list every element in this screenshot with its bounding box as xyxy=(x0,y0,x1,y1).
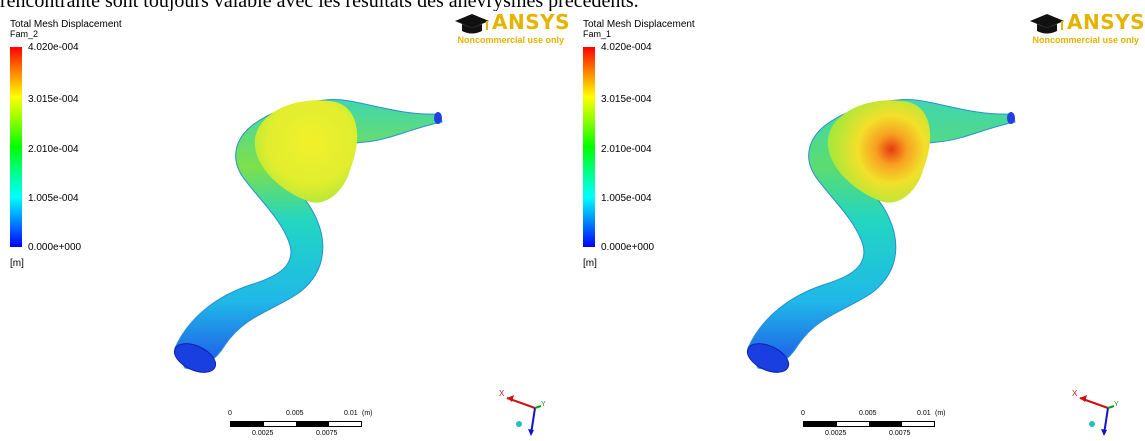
aneurysm-mesh xyxy=(173,98,443,373)
logo-wordmark: ANSYS xyxy=(492,10,571,34)
axis-triad-icon: X Y xyxy=(499,389,546,436)
axis-y-label: Y xyxy=(541,401,546,408)
scale-bar: 0 0.005 0.01 (m) 0.0025 0.0075 xyxy=(801,410,946,440)
scale-bar: 0 0.005 0.01 (m) 0.0025 0.0075 xyxy=(228,410,373,440)
scale-label: 0 xyxy=(228,410,232,417)
ansys-logo: ANSYS Noncommercial use only xyxy=(448,10,570,50)
legend-tick: 1.005e-004 xyxy=(28,193,79,204)
legend-subtitle: Fam_2 xyxy=(10,29,39,39)
legend-unit: [m] xyxy=(10,258,24,269)
legend-tick: 1.005e-004 xyxy=(601,193,652,204)
legend-tick-max: 4.020e-004 xyxy=(28,42,79,53)
scale-label: 0.0075 xyxy=(889,430,911,437)
legend-tick-min: 0.000e+000 xyxy=(601,242,655,253)
scale-bar-graphic xyxy=(803,421,935,427)
logo-wordmark: ANSYS xyxy=(1067,10,1145,34)
scale-label: 0.005 xyxy=(859,410,877,417)
scale-label: 0.0075 xyxy=(316,430,338,437)
scale-label: 0 xyxy=(801,410,805,417)
legend-tick-max: 4.020e-004 xyxy=(601,42,652,53)
axis-y-label: Y xyxy=(1114,401,1119,408)
viewport-fam-2[interactable]: Total Mesh Displacement Fam_2 4.020e-004… xyxy=(0,0,572,441)
viewport-fam-1[interactable]: Total Mesh Displacement Fam_1 4.020e-004… xyxy=(573,0,1145,441)
legend-tick: 2.010e-004 xyxy=(601,144,652,155)
graduation-cap-icon xyxy=(455,14,489,34)
legend-subtitle: Fam_1 xyxy=(583,29,612,39)
noncommercial-note: Noncommercial use only xyxy=(1032,35,1139,45)
legend-title: Total Mesh Displacement xyxy=(10,19,122,30)
axis-triad-icon: X Y xyxy=(1072,389,1119,436)
colorbar xyxy=(583,47,595,247)
legend-tick-min: 0.000e+000 xyxy=(28,242,82,253)
scale-label: 0.005 xyxy=(286,410,304,417)
aneurysm-mesh xyxy=(746,98,1016,373)
legend-title: Total Mesh Displacement xyxy=(583,19,695,30)
legend-tick: 2.010e-004 xyxy=(28,144,79,155)
scale-bar-graphic xyxy=(230,421,362,427)
legend-unit: [m] xyxy=(583,258,597,269)
scale-label: 0.01 xyxy=(344,410,358,417)
scale-label: 0.0025 xyxy=(252,430,274,437)
noncommercial-note: Noncommercial use only xyxy=(457,35,564,45)
ansys-logo: ANSYS Noncommercial use only xyxy=(1023,10,1145,50)
legend-tick: 3.015e-004 xyxy=(601,94,652,105)
legend-tick: 3.015e-004 xyxy=(28,94,79,105)
scale-unit: (m) xyxy=(362,410,373,417)
scale-label: 0.01 xyxy=(917,410,931,417)
colorbar xyxy=(10,47,22,247)
graduation-cap-icon xyxy=(1030,14,1064,34)
scale-unit: (m) xyxy=(935,410,946,417)
axis-x-label: X xyxy=(499,389,505,398)
document-caption: rencontrante sont toujours valable avec … xyxy=(0,0,639,11)
scale-label: 0.0025 xyxy=(825,430,847,437)
axis-x-label: X xyxy=(1072,389,1078,398)
